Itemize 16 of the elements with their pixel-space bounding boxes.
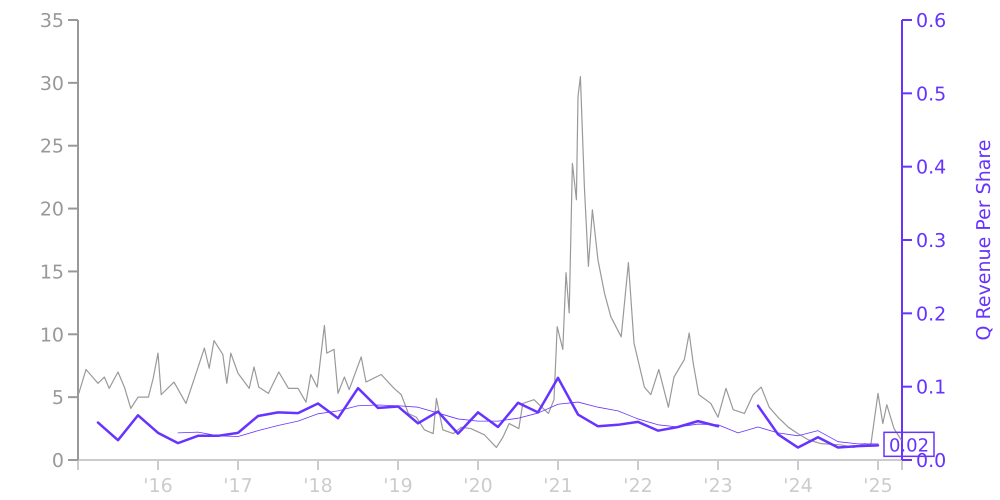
y2-axis-title: Q Revenue Per Share: [973, 140, 995, 340]
y2-tick-label: 0.2: [916, 303, 946, 326]
y-tick-label: 20: [40, 198, 64, 221]
y-tick-label: 35: [40, 10, 64, 32]
y-tick-label: 30: [40, 72, 64, 95]
y2-tick-label: 0.1: [916, 376, 946, 399]
y-tick-label: 5: [52, 387, 64, 410]
y2-tick-label: 0.3: [916, 230, 946, 252]
y-tick-label: 10: [40, 324, 64, 346]
y-tick-label: 0: [52, 450, 64, 472]
y2-tick-label: 0.6: [916, 10, 946, 32]
y2-tick-label: 0.0: [916, 450, 946, 472]
y2-tick-label: 0.4: [916, 156, 946, 179]
y2-tick-label: 0.5: [916, 83, 946, 106]
y-tick-label: 25: [40, 136, 64, 158]
y-tick-label: 15: [40, 261, 64, 284]
